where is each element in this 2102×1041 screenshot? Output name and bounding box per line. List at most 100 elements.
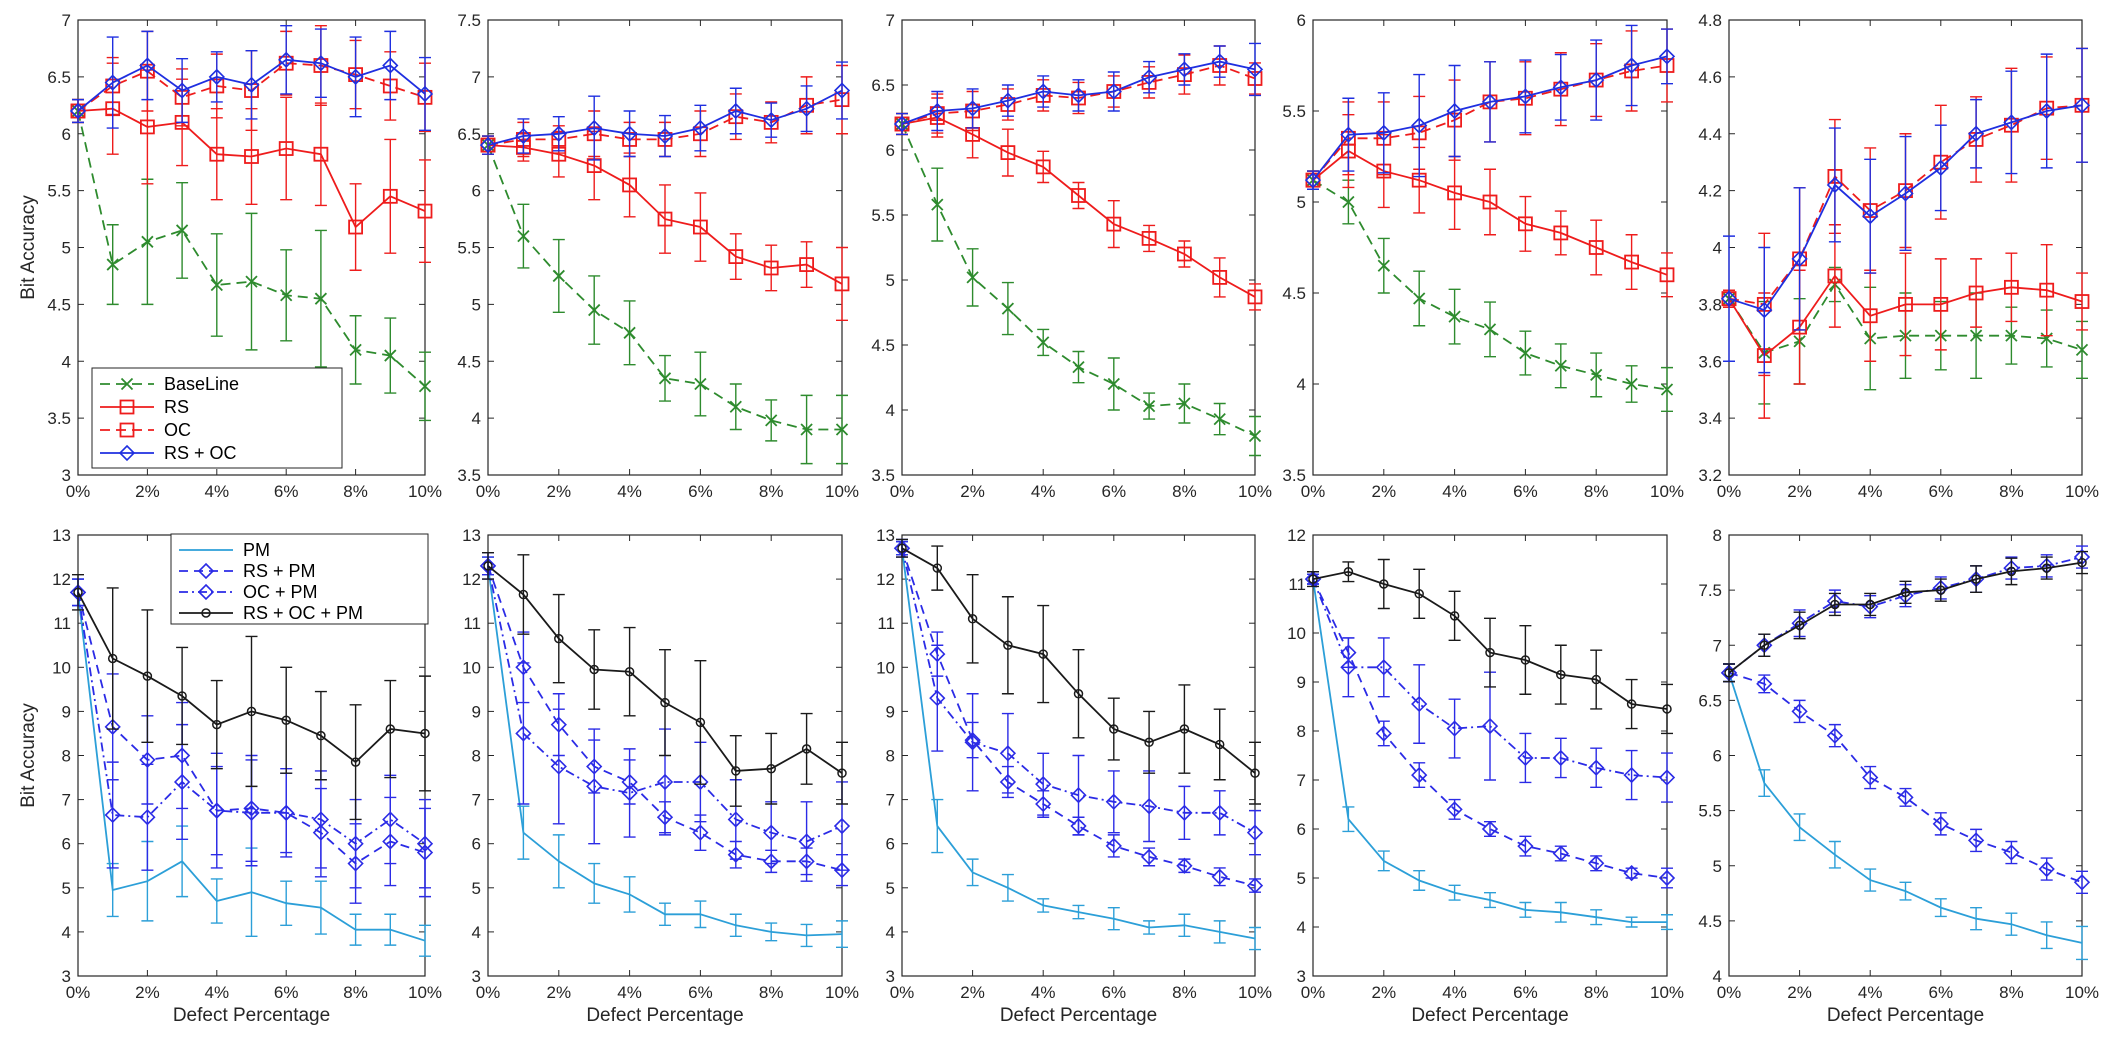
data-point	[385, 724, 396, 734]
data-point	[1073, 689, 1084, 699]
data-point	[1140, 69, 1158, 86]
y-tick-label: 6.5	[871, 76, 895, 95]
y-tick-label: 9	[1297, 673, 1306, 692]
x-tick-label: 8%	[343, 482, 368, 501]
x-tick-label: 0%	[476, 482, 501, 501]
y-tick-label: 10	[52, 658, 71, 677]
x-tick-label: 4%	[1031, 983, 1056, 1002]
legend-marker	[197, 583, 215, 601]
data-point	[801, 744, 812, 754]
data-point	[1794, 620, 1805, 631]
y-tick-label: 10	[876, 658, 895, 677]
y-tick-label: 4	[1297, 918, 1306, 937]
error-bar	[1413, 664, 1426, 744]
y-tick-label: 3.4	[1698, 409, 1722, 428]
series-rs-oc	[893, 42, 1264, 136]
data-point	[1446, 102, 1463, 120]
x-tick-label: 10%	[1238, 482, 1272, 501]
x-tick-label: 0%	[66, 482, 91, 501]
data-point	[1177, 246, 1192, 262]
data-point	[416, 835, 434, 852]
series-line	[487, 144, 843, 285]
series-line	[1312, 55, 1668, 181]
y-tick-label: 5.5	[871, 206, 895, 225]
y-tick-label: 6	[472, 182, 481, 201]
y-tick-label: 4	[472, 923, 481, 942]
data-point	[586, 778, 603, 795]
data-point	[1588, 759, 1605, 776]
error-bar	[1590, 747, 1603, 789]
y-tick-label: 7	[1297, 771, 1306, 790]
data-point	[833, 862, 851, 879]
data-point	[765, 414, 778, 427]
error-bar	[836, 741, 848, 805]
data-point	[2003, 114, 2020, 131]
data-point	[967, 614, 978, 624]
y-tick-label: 8	[886, 747, 895, 766]
data-point	[964, 734, 981, 751]
data-point	[518, 589, 529, 600]
y-axis-label: Bit Accuracy	[18, 703, 39, 808]
data-point	[1759, 640, 1770, 650]
data-point	[517, 229, 530, 243]
x-tick-label: 8%	[1999, 482, 2024, 501]
y-tick-label: 3	[1297, 967, 1306, 986]
data-point	[1212, 269, 1228, 285]
data-point	[382, 811, 399, 828]
data-point	[312, 55, 330, 72]
y-tick-label: 6	[1713, 747, 1722, 766]
series-line	[1728, 274, 2083, 357]
series-line	[901, 116, 1256, 298]
y-tick-label: 5	[886, 271, 895, 290]
data-point	[2073, 97, 2091, 114]
data-point	[1517, 88, 1534, 105]
error-bar	[1377, 637, 1390, 698]
error-bar	[106, 761, 119, 869]
series-line	[487, 89, 843, 146]
data-point	[552, 269, 565, 283]
data-point	[278, 141, 294, 156]
y-tick-label: 3.5	[457, 466, 481, 485]
data-point	[897, 543, 907, 553]
y-tick-label: 5.5	[457, 239, 481, 258]
legend-label: RS	[164, 397, 189, 417]
data-point	[1447, 185, 1462, 201]
data-point	[1035, 776, 1052, 793]
data-point	[1035, 159, 1051, 175]
data-point	[1179, 724, 1190, 734]
y-axis-label: Bit Accuracy	[18, 195, 39, 300]
data-point	[1520, 655, 1531, 665]
y-tick-label: 6	[1297, 11, 1306, 30]
panel-2: 3.5 4 4.5 5 5.5 6 6.5 7 7.5 0% 2% 4% 6% 8% 10%	[457, 11, 859, 501]
data-point	[1246, 877, 1264, 894]
y-tick-label: 12	[1287, 526, 1306, 545]
data-point	[479, 136, 497, 154]
series-line	[901, 547, 1256, 774]
data-point	[1482, 194, 1498, 210]
y-tick-label: 4	[886, 401, 895, 420]
y-tick-label: 8	[472, 747, 481, 766]
data-point	[1071, 188, 1086, 203]
data-point	[382, 57, 399, 74]
data-point	[1070, 87, 1087, 104]
x-tick-label: 4%	[617, 983, 642, 1002]
data-point	[1211, 53, 1228, 70]
y-tick-label: 6	[472, 835, 481, 854]
error-bar	[419, 159, 431, 263]
panel-6: 3 4 5 6 7 8 9 10 11 12 13 0% 2% 4% 6% 8% 10% Bit Accuracy…	[18, 526, 442, 1026]
data-point	[694, 377, 707, 391]
data-point	[798, 100, 815, 117]
x-tick-label: 4%	[205, 482, 230, 501]
data-point	[1375, 725, 1392, 742]
data-point	[1144, 737, 1154, 748]
data-point	[623, 326, 636, 339]
data-point	[1343, 567, 1354, 577]
data-point	[107, 653, 118, 664]
series-rs-oc-pm	[1307, 558, 1673, 735]
x-axis-label: Defect Percentage	[1411, 1005, 1568, 1026]
data-point	[1377, 259, 1390, 272]
series-line	[1312, 570, 1668, 710]
x-tick-label: 10%	[825, 482, 859, 501]
data-point	[727, 811, 744, 828]
